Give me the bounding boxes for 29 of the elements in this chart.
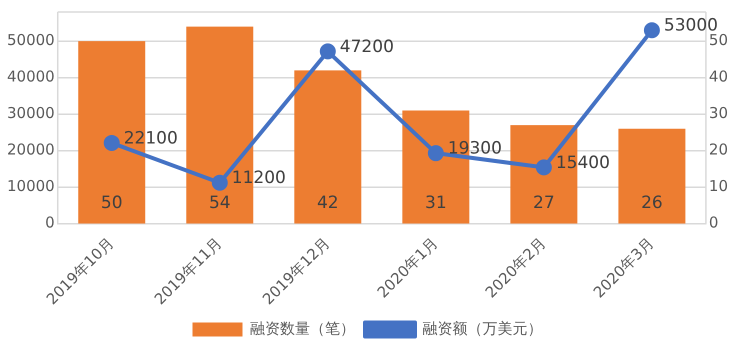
legend-label: 融资额（万美元） xyxy=(422,319,542,338)
y-tick-label: 30000 xyxy=(7,104,55,122)
point xyxy=(536,159,552,176)
y-tick-label: 40000 xyxy=(7,68,55,86)
point xyxy=(104,134,120,151)
y2-tick-label: 50 xyxy=(708,31,728,50)
bar xyxy=(294,70,362,224)
data-label: 31 xyxy=(425,192,447,213)
y2-tick-label: 20 xyxy=(708,140,728,159)
y2-tick-label: 30 xyxy=(708,104,728,122)
data-label: 26 xyxy=(641,192,663,213)
data-label: 47200 xyxy=(340,36,394,57)
legend-label: 融资数量（笔） xyxy=(250,319,355,338)
data-label: 42 xyxy=(316,192,339,213)
y-tick-label: 20000 xyxy=(7,140,55,159)
y-tick-label: 50000 xyxy=(7,31,55,50)
y-tick-label: 10000 xyxy=(7,176,55,195)
y2-tick-label: 40 xyxy=(708,68,728,86)
point xyxy=(212,174,228,191)
data-label: 50 xyxy=(100,192,123,213)
point xyxy=(644,22,660,38)
point xyxy=(428,145,444,162)
data-label: 27 xyxy=(533,192,555,213)
point xyxy=(320,43,336,60)
y-tick-label: 0 xyxy=(45,213,55,232)
bar xyxy=(618,128,686,224)
y2-tick-label: 10 xyxy=(708,176,728,195)
data-label: 54 xyxy=(208,192,231,213)
y2-tick-label: 0 xyxy=(708,213,718,232)
